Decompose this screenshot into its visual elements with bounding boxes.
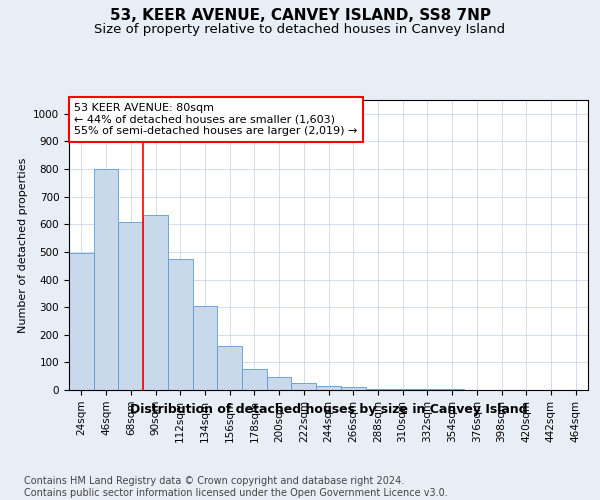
- Text: Contains HM Land Registry data © Crown copyright and database right 2024.
Contai: Contains HM Land Registry data © Crown c…: [24, 476, 448, 498]
- Bar: [193, 306, 217, 390]
- Bar: [118, 222, 143, 390]
- Bar: [94, 169, 118, 390]
- Bar: [168, 259, 193, 390]
- Bar: [292, 383, 316, 390]
- Text: 53 KEER AVENUE: 80sqm
← 44% of detached houses are smaller (1,603)
55% of semi-d: 53 KEER AVENUE: 80sqm ← 44% of detached …: [74, 103, 358, 136]
- Bar: [69, 254, 94, 390]
- Bar: [341, 387, 365, 390]
- Bar: [217, 346, 242, 390]
- Bar: [365, 388, 390, 390]
- Text: Size of property relative to detached houses in Canvey Island: Size of property relative to detached ho…: [94, 22, 506, 36]
- Text: Distribution of detached houses by size in Canvey Island: Distribution of detached houses by size …: [130, 402, 527, 415]
- Bar: [143, 214, 168, 390]
- Bar: [267, 377, 292, 390]
- Bar: [242, 368, 267, 390]
- Bar: [316, 386, 341, 390]
- Text: 53, KEER AVENUE, CANVEY ISLAND, SS8 7NP: 53, KEER AVENUE, CANVEY ISLAND, SS8 7NP: [110, 8, 491, 22]
- Y-axis label: Number of detached properties: Number of detached properties: [17, 158, 28, 332]
- Bar: [390, 389, 415, 390]
